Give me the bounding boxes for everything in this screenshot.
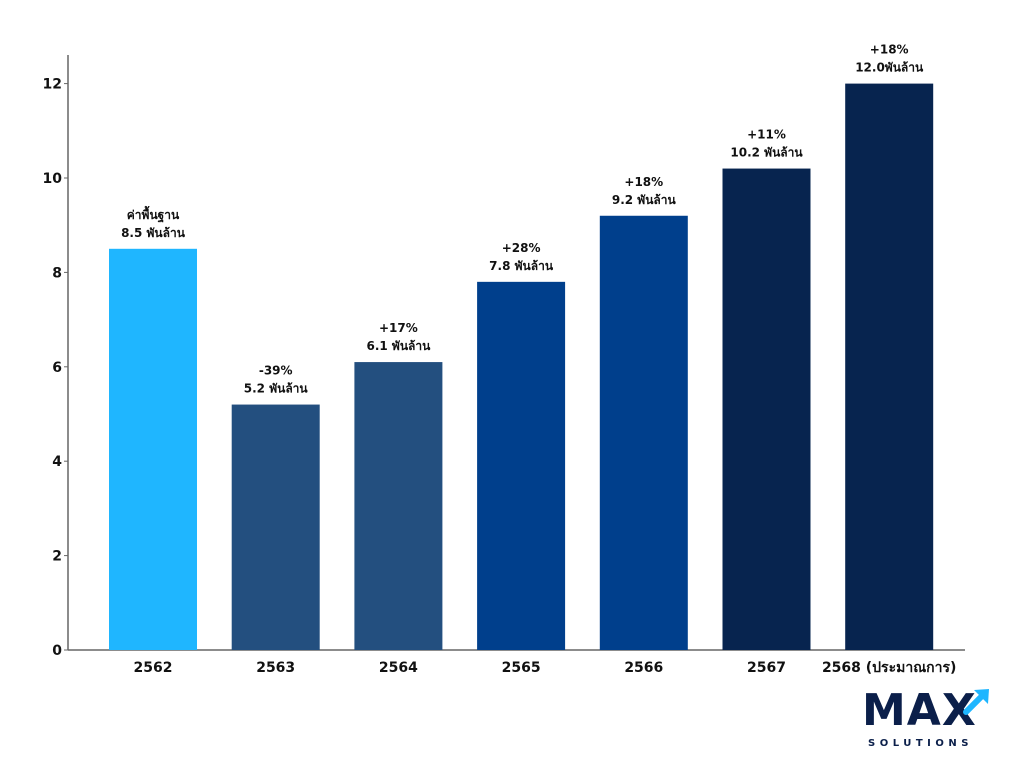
data-label-value: 5.2 พันล้าน bbox=[244, 382, 309, 396]
bar bbox=[231, 404, 320, 650]
bar bbox=[477, 281, 566, 650]
data-label-value: 9.2 พันล้าน bbox=[612, 193, 677, 207]
data-label-change: ค่าพื้นฐาน bbox=[127, 205, 180, 223]
x-tick-label: 2565 bbox=[502, 660, 541, 676]
data-label-value: 7.8 พันล้าน bbox=[489, 259, 554, 273]
x-tick-label: 2568 (ประมาณการ) bbox=[822, 660, 957, 676]
arrow-up-right-icon bbox=[963, 689, 989, 715]
chart-axes: 0 2 4 6 8 10 12 bbox=[43, 55, 965, 659]
data-label-value: 12.0พันล้าน bbox=[855, 61, 924, 75]
data-label-value: 8.5 พันล้าน bbox=[121, 226, 186, 240]
y-tick-label: 10 bbox=[43, 171, 63, 187]
logo-subtitle: SOLUTIONS bbox=[868, 738, 973, 749]
bar bbox=[722, 168, 811, 650]
brand-logo: MAX SOLUTIONS bbox=[862, 686, 992, 756]
y-tick-label: 8 bbox=[52, 265, 62, 281]
data-label-change: +11% bbox=[747, 128, 786, 142]
data-label-value: 6.1 พันล้าน bbox=[366, 339, 431, 353]
bar bbox=[354, 362, 443, 650]
x-tick-label: 2566 bbox=[624, 660, 663, 676]
bar bbox=[845, 83, 934, 651]
data-label-change: +17% bbox=[379, 321, 418, 335]
logo-wordmark: MAX bbox=[862, 685, 977, 736]
y-tick-label: 12 bbox=[43, 77, 62, 93]
data-label-value: 10.2 พันล้าน bbox=[730, 146, 803, 160]
data-label-change: +28% bbox=[502, 241, 541, 255]
x-tick-label: 2562 bbox=[134, 660, 173, 676]
y-tick-label: 0 bbox=[52, 643, 62, 659]
data-label-change: -39% bbox=[259, 364, 293, 378]
data-label-change: +18% bbox=[624, 175, 663, 189]
y-tick-label: 6 bbox=[52, 360, 62, 376]
bar bbox=[599, 215, 688, 650]
y-tick-label: 4 bbox=[52, 454, 62, 470]
y-tick-label: 2 bbox=[52, 549, 62, 565]
x-tick-label: 2563 bbox=[256, 660, 295, 676]
chart-bars bbox=[109, 83, 934, 651]
x-tick-label: 2564 bbox=[379, 660, 418, 676]
bar bbox=[109, 248, 197, 651]
chart-labels: 2562 ค่าพื้นฐาน 8.5 พันล้าน 2563 -39% 5.2 พัน… bbox=[121, 43, 956, 676]
x-tick-label: 2567 bbox=[747, 660, 786, 676]
data-label-change: +18% bbox=[870, 43, 909, 57]
